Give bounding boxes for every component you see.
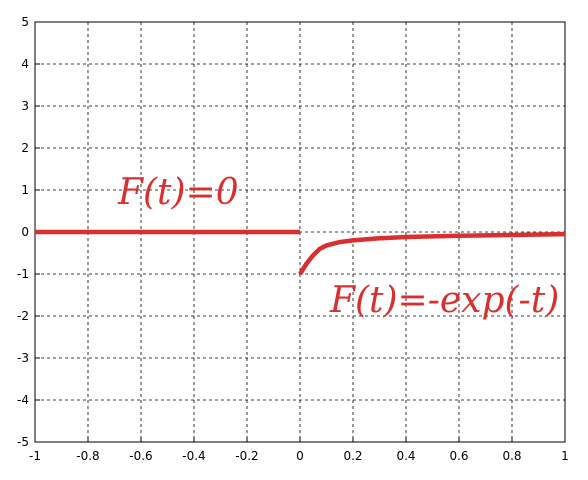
y-tick-label: -2 xyxy=(17,309,29,323)
y-tick-label: 1 xyxy=(21,183,29,197)
y-tick-label: 0 xyxy=(21,225,29,239)
series-line xyxy=(298,231,566,276)
x-tick-label: 0.4 xyxy=(396,449,415,463)
x-tick-label: 1 xyxy=(561,449,569,463)
x-tick-label: 0.6 xyxy=(449,449,468,463)
y-tick-label: 4 xyxy=(21,57,29,71)
x-tick-label: -1 xyxy=(29,449,41,463)
y-tick-label: -3 xyxy=(17,351,29,365)
x-tick-label: -0.6 xyxy=(129,449,152,463)
y-tick-label: -5 xyxy=(17,435,29,449)
y-tick-label: -1 xyxy=(17,267,29,281)
x-tick-label: 0.2 xyxy=(343,449,362,463)
y-tick-label: 2 xyxy=(21,141,29,155)
y-tick-label: 3 xyxy=(21,99,29,113)
x-tick-label: -0.2 xyxy=(235,449,258,463)
x-tick-label: -0.4 xyxy=(182,449,205,463)
series-annotation: F(t)=0 xyxy=(117,172,239,213)
series-annotation: F(t)=-exp(-t) xyxy=(329,280,559,321)
y-tick-label: 5 xyxy=(21,15,29,29)
y-tick-label: -4 xyxy=(17,393,29,407)
x-tick-label: -0.8 xyxy=(76,449,99,463)
x-tick-label: 0 xyxy=(296,449,304,463)
x-tick-label: 0.8 xyxy=(502,449,521,463)
